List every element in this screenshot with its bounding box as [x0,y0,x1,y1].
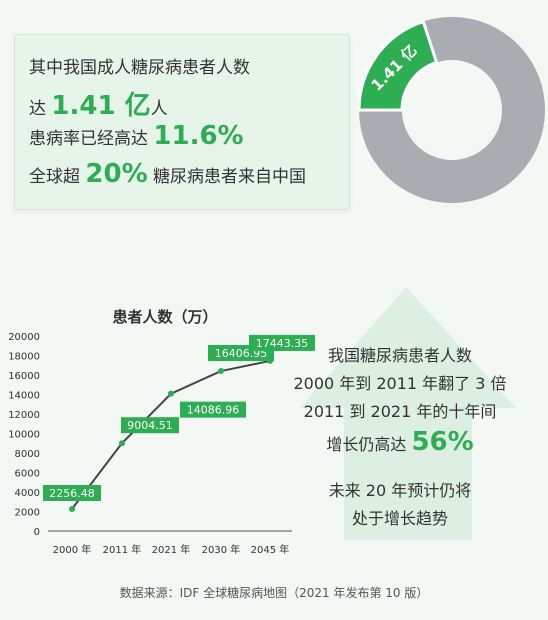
summary-line-2-post: 人 [150,99,168,119]
data-point [119,440,125,447]
growth-line-4: 增长仍高达 56% [280,428,520,459]
summary-line-4-post: 糖尿病患者来自中国 [153,167,307,187]
summary-line-4-pre: 全球超 [29,167,80,187]
growth-line-2: 2000 年到 2011 年翻了 3 倍 [293,374,507,393]
summary-line-2-pre: 达 [29,99,46,119]
summary-line-3: 患病率已经高达 11.6% [29,121,244,151]
data-label: 2256.48 [43,484,101,501]
y-tick-label: 18000 [8,352,40,363]
patients-value: 1.41 亿 [51,91,151,121]
summary-line-1: 其中我国成人糖尿病患者人数 [29,53,250,78]
y-tick-label: 14000 [8,391,40,402]
summary-line-4: 全球超 20% 糖尿病患者来自中国 [29,159,306,189]
forecast-line-1: 未来 20 年预计仍将 [328,481,472,500]
summary-line-2: 达 1.41 亿人 [29,85,168,122]
x-tick-label: 2021 年 [152,543,191,556]
y-tick-label: 10000 [8,430,40,441]
growth-line-1: 我国糖尿病患者人数 [327,346,472,365]
x-tick-label: 2045 年 [251,543,290,556]
prevalence-value: 11.6% [153,121,244,151]
data-label-bg [121,417,179,434]
growth-line-4-pre: 增长仍高达 [326,435,407,454]
y-axis-ticks: 0 2000 4000 6000 8000 10000 12000 14000 16000 180… [8,332,40,538]
data-label-text: 9004.51 [127,419,173,432]
growth-text: 我国糖尿病患者人数 2000 年到 2011 年翻了 3 倍 2011 到 20… [280,342,520,533]
y-tick-label: 6000 [15,469,40,480]
data-source: 数据来源：IDF 全球糖尿病地图（2021 年发布第 10 版） [119,586,429,600]
growth-rate-value: 56% [411,427,474,457]
data-point [168,390,174,397]
x-axis-ticks: 2000 年 2011 年 2021 年 2030 年 2045 年 [53,543,290,556]
data-point [218,368,224,375]
data-label-text: 14086.96 [187,404,240,417]
data-label: 9004.51 [121,417,179,434]
forecast-line-2: 处于增长趋势 [351,509,448,528]
summary-card: 其中我国成人糖尿病患者人数 达 1.41 亿人 患病率已经高达 11.6% 全球… [14,34,350,210]
growth-line-3: 2011 到 2021 年的十年间 [303,402,497,421]
data-label: 14086.96 [180,401,246,418]
y-tick-label: 8000 [15,449,40,460]
y-tick-label: 4000 [15,488,40,499]
y-tick-label: 2000 [15,508,40,519]
data-label-bg [43,484,101,501]
data-label-bg [180,401,246,418]
chart-title: 患者人数（万） [112,308,217,326]
y-tick-label: 0 [34,527,40,538]
series-line [71,359,271,510]
x-tick-label: 2000 年 [53,543,92,556]
y-tick-label: 20000 [8,332,40,343]
summary-line-3-pre: 患病率已经高达 [29,129,148,149]
y-tick-label: 12000 [8,410,40,421]
global-share-value: 20% [85,159,148,189]
data-label-text: 2256.48 [49,487,95,500]
y-tick-label: 16000 [8,371,40,382]
data-label: 17443.35 [249,334,315,351]
data-label-bg [249,334,315,351]
data-point [69,505,75,512]
summary-line-1-text: 其中我国成人糖尿病患者人数 [29,58,250,78]
data-label-text: 17443.35 [256,337,309,350]
x-tick-label: 2030 年 [202,543,241,556]
x-tick-label: 2011 年 [103,543,142,556]
